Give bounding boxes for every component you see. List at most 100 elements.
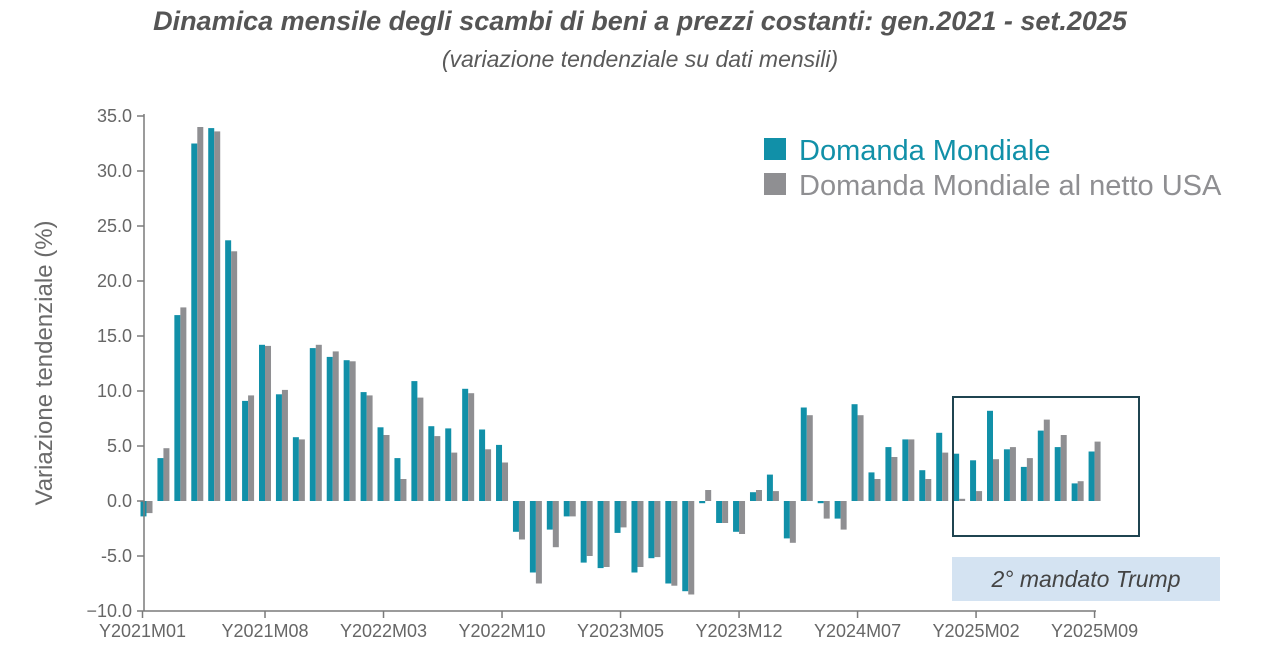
bar-domanda-mondiale-netto-usa bbox=[688, 501, 695, 595]
bar-domanda-mondiale-netto-usa bbox=[993, 459, 999, 501]
bar-domanda-mondiale bbox=[648, 501, 655, 559]
bar-domanda-mondiale-netto-usa bbox=[739, 501, 746, 534]
bar-domanda-mondiale-netto-usa bbox=[485, 449, 492, 501]
bar-domanda-mondiale bbox=[1037, 430, 1044, 501]
y-tick-label: 10.0 bbox=[97, 381, 132, 401]
bar-domanda-mondiale bbox=[1054, 447, 1061, 501]
bar-domanda-mondiale bbox=[597, 501, 604, 569]
bar-domanda-mondiale-netto-usa bbox=[637, 501, 644, 567]
bar-domanda-mondiale-netto-usa bbox=[671, 501, 678, 586]
legend-label-domanda-mondiale-netto-usa: Domanda Mondiale al netto USA bbox=[799, 170, 1222, 202]
y-tick-label: 35.0 bbox=[97, 106, 132, 126]
legend-label-domanda-mondiale: Domanda Mondiale bbox=[799, 135, 1050, 167]
y-tick-label: 15.0 bbox=[97, 326, 132, 346]
y-tick-label: 25.0 bbox=[97, 216, 132, 236]
bar-domanda-mondiale bbox=[665, 501, 672, 584]
legend-swatch-domanda-mondiale-netto-usa bbox=[764, 173, 786, 195]
bar-domanda-mondiale-netto-usa bbox=[248, 395, 255, 501]
bar-domanda-mondiale bbox=[631, 501, 638, 573]
bar-domanda-mondiale-netto-usa bbox=[586, 501, 593, 556]
y-axis-label: Variazione tendenziale (%) bbox=[31, 220, 58, 505]
bar-domanda-mondiale bbox=[580, 501, 587, 563]
bar-domanda-mondiale-netto-usa bbox=[417, 397, 424, 501]
bar-domanda-mondiale-netto-usa bbox=[722, 501, 729, 523]
bar-domanda-mondiale-netto-usa bbox=[434, 436, 441, 501]
chart-title: Dinamica mensile degli scambi di beni a … bbox=[153, 6, 1127, 36]
bar-domanda-mondiale-netto-usa bbox=[281, 389, 288, 501]
bar-domanda-mondiale bbox=[800, 407, 807, 501]
bar-domanda-mondiale-netto-usa bbox=[823, 501, 830, 519]
bar-domanda-mondiale bbox=[394, 458, 401, 501]
bar-domanda-mondiale bbox=[174, 315, 181, 501]
bar-domanda-mondiale-netto-usa bbox=[806, 415, 813, 501]
bar-domanda-mondiale bbox=[225, 240, 232, 502]
bar-domanda-mondiale-netto-usa bbox=[1009, 447, 1016, 501]
bar-domanda-mondiale bbox=[360, 392, 367, 501]
bar-domanda-mondiale bbox=[1003, 449, 1010, 501]
trump-mandate-highlight-box bbox=[952, 396, 1140, 537]
y-tick-label: −10.0 bbox=[86, 601, 132, 621]
bar-domanda-mondiale-netto-usa bbox=[705, 490, 712, 501]
bar-domanda-mondiale bbox=[834, 501, 841, 519]
bar-domanda-mondiale-netto-usa bbox=[840, 501, 847, 530]
bar-domanda-mondiale-netto-usa bbox=[942, 452, 949, 501]
bar-domanda-mondiale-netto-usa bbox=[146, 501, 153, 514]
bar-domanda-mondiale-netto-usa bbox=[976, 491, 983, 501]
y-tick-label: 20.0 bbox=[97, 271, 132, 291]
bar-domanda-mondiale-netto-usa bbox=[1077, 481, 1084, 501]
x-tick-label: Y2023M12 bbox=[696, 621, 783, 641]
bar-domanda-mondiale-netto-usa bbox=[603, 501, 610, 567]
bar-domanda-mondiale bbox=[783, 501, 790, 539]
x-tick-label: Y2021M08 bbox=[221, 621, 308, 641]
bar-domanda-mondiale-netto-usa bbox=[400, 479, 407, 501]
bar-domanda-mondiale bbox=[292, 437, 299, 501]
bar-domanda-mondiale bbox=[428, 426, 435, 501]
y-tick-label: 30.0 bbox=[97, 161, 132, 181]
bar-domanda-mondiale bbox=[462, 388, 469, 501]
bar-domanda-mondiale-netto-usa bbox=[502, 462, 509, 501]
bar-domanda-mondiale bbox=[885, 447, 892, 501]
bar-domanda-mondiale bbox=[716, 501, 723, 523]
bar-domanda-mondiale bbox=[309, 348, 316, 501]
bar-domanda-mondiale bbox=[902, 439, 909, 501]
bar-domanda-mondiale-netto-usa bbox=[569, 501, 576, 517]
bar-domanda-mondiale bbox=[445, 428, 452, 501]
bar-domanda-mondiale bbox=[191, 143, 198, 501]
bar-domanda-mondiale bbox=[326, 356, 333, 501]
bar-domanda-mondiale bbox=[766, 474, 773, 501]
bar-domanda-mondiale-netto-usa bbox=[552, 501, 559, 548]
bar-domanda-mondiale-netto-usa bbox=[265, 345, 272, 501]
bar-domanda-mondiale-netto-usa bbox=[451, 452, 458, 501]
bar-domanda-mondiale-netto-usa bbox=[908, 439, 915, 501]
bar-domanda-mondiale bbox=[546, 501, 553, 530]
x-tick-label: Y2022M10 bbox=[458, 621, 545, 641]
y-tick-label: -5.0 bbox=[101, 546, 132, 566]
bar-domanda-mondiale-netto-usa bbox=[857, 415, 864, 501]
bar-domanda-mondiale bbox=[275, 394, 282, 501]
bar-domanda-mondiale-netto-usa bbox=[1060, 435, 1067, 501]
bar-domanda-mondiale-netto-usa bbox=[959, 498, 966, 501]
bar-domanda-mondiale bbox=[970, 460, 977, 501]
bar-domanda-mondiale bbox=[749, 492, 756, 501]
bar-domanda-mondiale-netto-usa bbox=[214, 131, 221, 501]
bar-domanda-mondiale bbox=[529, 501, 536, 573]
bar-domanda-mondiale bbox=[817, 501, 824, 504]
x-tick-label: Y2025M09 bbox=[1051, 621, 1138, 641]
x-tick-label: Y2023M05 bbox=[577, 621, 664, 641]
bar-domanda-mondiale-netto-usa bbox=[349, 361, 356, 501]
y-tick-label: 0.0 bbox=[107, 491, 132, 511]
bar-domanda-mondiale bbox=[1071, 483, 1078, 501]
bar-domanda-mondiale-netto-usa bbox=[1043, 419, 1050, 501]
bar-domanda-mondiale bbox=[157, 458, 164, 501]
bar-domanda-mondiale bbox=[512, 501, 519, 532]
bar-domanda-mondiale-netto-usa bbox=[620, 501, 627, 528]
x-tick-label: Y2025M02 bbox=[933, 621, 1020, 641]
bar-domanda-mondiale-netto-usa bbox=[535, 501, 542, 584]
legend-swatch-domanda-mondiale bbox=[764, 138, 786, 160]
bar-domanda-mondiale-netto-usa bbox=[197, 127, 204, 501]
bar-domanda-mondiale bbox=[496, 444, 503, 501]
bar-domanda-mondiale bbox=[953, 453, 960, 501]
bar-domanda-mondiale bbox=[699, 501, 706, 504]
bar-domanda-mondiale bbox=[208, 128, 215, 501]
bar-domanda-mondiale bbox=[242, 400, 249, 501]
